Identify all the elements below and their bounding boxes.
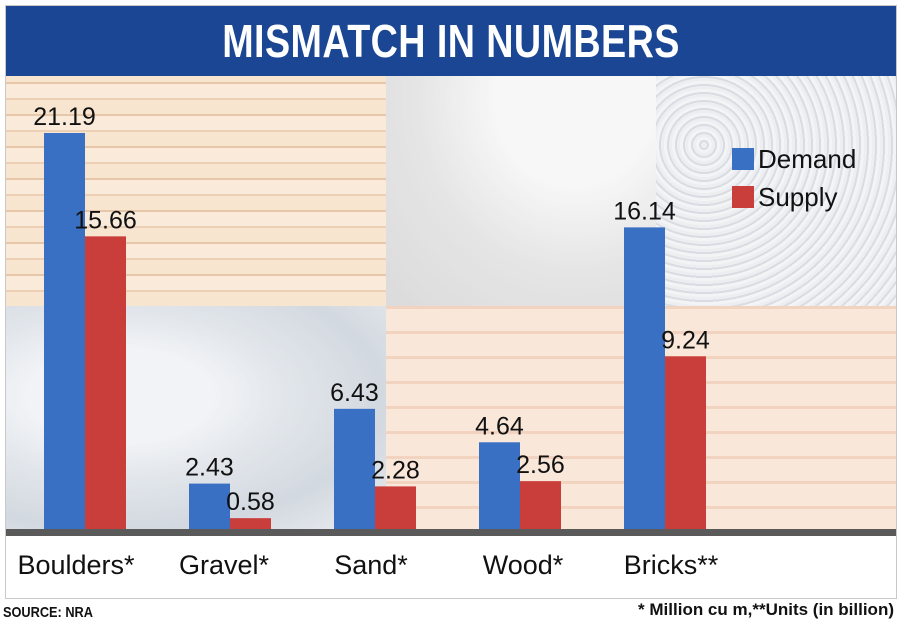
legend-swatch-supply — [732, 186, 754, 208]
bar-chart: 21.19 15.66 Boulders* 2.43 0.58 Gravel* 6.43 2.… — [6, 103, 896, 580]
gravel-image — [656, 76, 896, 306]
chart-frame: MISMATCH IN NUMBERS 21.19 15.66 Boulders* 2… — [5, 5, 897, 599]
legend-label-demand: Demand — [758, 144, 856, 174]
title-bar: MISMATCH IN NUMBERS — [6, 6, 896, 76]
data-label-supply-1: 0.58 — [226, 488, 275, 516]
category-label-4: Bricks** — [624, 550, 719, 580]
sand-pile-image — [386, 76, 656, 306]
category-label-0: Boulders* — [17, 550, 135, 580]
data-label-demand-4: 16.14 — [613, 197, 676, 225]
data-label-demand-1: 2.43 — [185, 454, 234, 482]
bar-demand-0 — [44, 133, 85, 529]
bar-supply-4 — [665, 356, 706, 529]
category-label-2: Sand* — [334, 550, 408, 580]
bar-demand-2 — [334, 408, 375, 529]
bar-supply-2 — [375, 486, 416, 529]
bar-demand-4 — [624, 227, 665, 530]
legend-swatch-demand — [732, 148, 754, 170]
unit-footnote: * Million cu m,**Units (in billion) — [638, 600, 894, 619]
data-label-supply-3: 2.56 — [516, 451, 565, 479]
category-label-1: Gravel* — [179, 550, 270, 580]
category-label-3: Wood* — [483, 550, 564, 580]
data-label-demand-0: 21.19 — [33, 103, 96, 131]
x-axis-baseline — [6, 529, 896, 536]
source-note: SOURCE: NRA — [3, 604, 93, 621]
data-label-demand-3: 4.64 — [475, 412, 524, 440]
bar-supply-1 — [230, 518, 271, 529]
bar-supply-3 — [520, 481, 561, 529]
data-label-supply-0: 15.66 — [74, 206, 137, 234]
data-label-supply-2: 2.28 — [371, 456, 420, 484]
data-label-demand-2: 6.43 — [330, 379, 379, 407]
bar-demand-1 — [189, 483, 230, 529]
legend-label-supply: Supply — [758, 182, 838, 212]
data-label-supply-4: 9.24 — [661, 326, 710, 354]
bar-supply-0 — [85, 236, 126, 529]
chart-title: MISMATCH IN NUMBERS — [222, 15, 680, 67]
bar-demand-3 — [479, 442, 520, 529]
